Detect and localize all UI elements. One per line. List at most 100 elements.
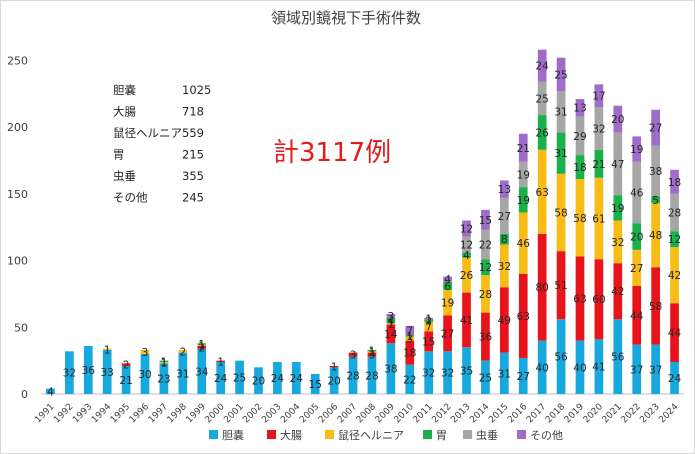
- x-tick-label: 2006: [317, 402, 340, 425]
- total-count: 計3117例: [273, 138, 391, 168]
- bar-segment: [537, 233, 547, 341]
- data-label: 24: [290, 373, 304, 385]
- legend-swatch: [423, 430, 432, 439]
- legend-swatch: [209, 430, 218, 439]
- bar-segment: [556, 173, 566, 252]
- bar-segment: [632, 249, 642, 286]
- x-tick-label: 2015: [487, 402, 510, 425]
- bar-segment: [651, 196, 660, 204]
- data-label: 26: [535, 127, 549, 139]
- bar-segment: [613, 319, 623, 394]
- bar-segment: [462, 236, 471, 253]
- bar-segment: [443, 315, 452, 352]
- summary-label: その他: [113, 191, 148, 205]
- bar-segment: [594, 107, 604, 150]
- data-label: 38: [384, 364, 397, 376]
- bar-segment: [348, 352, 358, 357]
- bar-segment: [632, 161, 642, 224]
- x-tick-label: 2009: [374, 402, 397, 425]
- bar-segment: [651, 109, 660, 146]
- x-tick-label: 2024: [657, 402, 680, 425]
- bar-segment: [613, 263, 623, 320]
- data-label: 19: [441, 298, 454, 310]
- bar-segment: [178, 349, 188, 353]
- bar-segment: [594, 339, 604, 394]
- bar-segment: [556, 132, 566, 174]
- legend-swatch: [463, 430, 472, 439]
- bar-segment: [462, 292, 471, 348]
- data-label: 58: [649, 301, 662, 313]
- bar-segment: [481, 275, 490, 313]
- x-tick-label: 2001: [222, 402, 245, 425]
- bar-segment: [670, 303, 679, 362]
- data-label: 1: [331, 362, 338, 374]
- data-label: 3: [142, 347, 149, 359]
- summary-value: 1025: [182, 83, 211, 97]
- data-label: 47: [611, 159, 624, 171]
- bar-segment: [613, 220, 623, 264]
- bar-segment: [462, 257, 471, 293]
- data-label: 28: [346, 370, 359, 382]
- bar-segment: [481, 312, 490, 361]
- data-label: 18: [573, 162, 586, 174]
- data-label: 12: [460, 240, 473, 252]
- data-label: 25: [233, 372, 246, 384]
- legend-swatch: [267, 430, 276, 439]
- data-label: 49: [498, 315, 511, 327]
- data-label: 1: [369, 346, 376, 358]
- data-label: 1: [388, 319, 395, 331]
- y-tick-label: 50: [14, 321, 28, 334]
- data-label: 31: [498, 368, 511, 380]
- bar-segment: [310, 373, 320, 394]
- data-label: 2: [179, 346, 186, 358]
- bar-segment: [216, 360, 226, 362]
- x-tick-label: 1995: [109, 402, 132, 425]
- bar-segment: [481, 229, 490, 260]
- bar-segment: [556, 91, 566, 133]
- data-label: 1: [198, 339, 205, 351]
- data-label: 34: [195, 366, 209, 378]
- data-label: 18: [403, 348, 416, 360]
- data-label: 23: [157, 374, 170, 386]
- data-label: 22: [403, 374, 416, 386]
- bar-segment: [537, 81, 547, 116]
- bar-segment: [197, 344, 207, 346]
- bar-segment: [178, 352, 188, 394]
- bar-segment: [651, 267, 660, 345]
- bar-segment: [518, 161, 528, 188]
- data-label: 80: [535, 282, 548, 294]
- data-label: 6: [444, 281, 451, 293]
- bar-segment: [462, 220, 471, 237]
- bar-segment: [462, 347, 471, 394]
- x-tick-label: 2019: [563, 402, 586, 425]
- data-label: 32: [422, 368, 435, 380]
- bar-segment: [424, 331, 434, 352]
- bar-segment: [537, 340, 547, 394]
- data-label: 56: [611, 352, 625, 364]
- bar-segment: [348, 356, 358, 394]
- bar-segment: [670, 361, 679, 394]
- data-label: 1: [425, 314, 432, 326]
- data-label: 28: [365, 370, 378, 382]
- data-label: 4: [444, 274, 451, 286]
- legend-label: 鼠径ヘルニア: [338, 428, 404, 442]
- data-label: 63: [517, 311, 530, 323]
- data-label: 40: [573, 362, 586, 374]
- data-label: 20: [327, 376, 340, 388]
- bar-segment: [613, 195, 623, 221]
- summary-value: 245: [182, 191, 204, 205]
- data-label: 1: [198, 340, 205, 352]
- bar-segment: [405, 336, 415, 341]
- bar-segment: [159, 363, 169, 394]
- x-tick-label: 2021: [601, 402, 624, 425]
- bar-segment: [575, 256, 585, 341]
- bar-segment: [197, 343, 207, 345]
- bar-groups: [46, 49, 679, 394]
- data-label: 27: [441, 328, 454, 340]
- x-tick-label: 2013: [449, 402, 472, 425]
- bar-segment: [405, 340, 415, 365]
- data-label: 1: [217, 356, 224, 368]
- data-label: 40: [535, 362, 548, 374]
- bar-segment: [291, 361, 301, 394]
- data-label: 19: [517, 169, 530, 181]
